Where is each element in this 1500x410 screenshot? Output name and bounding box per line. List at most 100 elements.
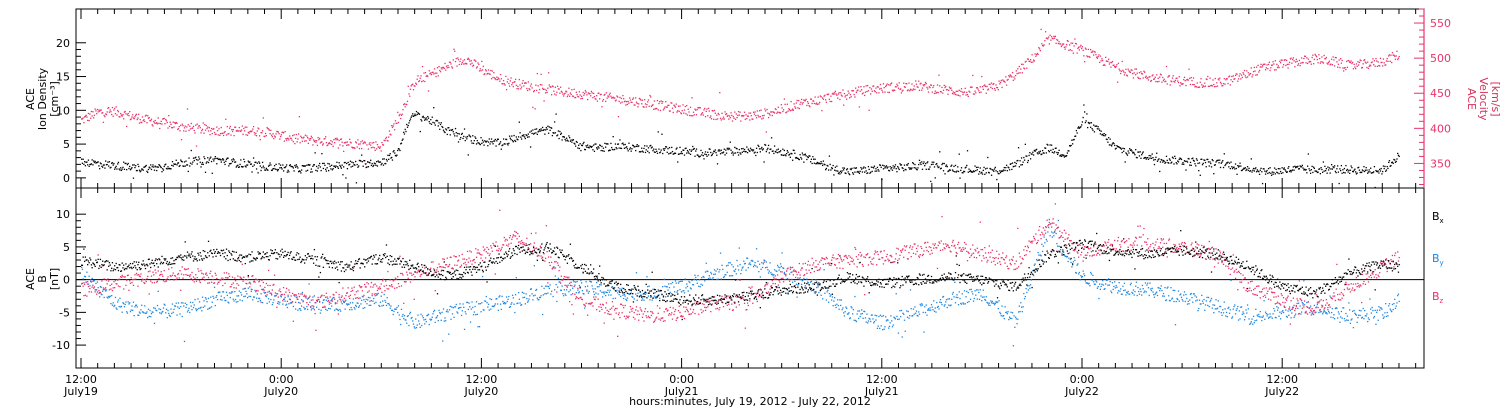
velocity-point [866, 90, 868, 93]
density-point [792, 149, 795, 151]
by-point [517, 291, 520, 294]
velocity-point [1171, 77, 1174, 79]
velocity-point [210, 130, 212, 132]
density-point [122, 166, 124, 169]
density-point [538, 128, 541, 131]
velocity-point [733, 117, 735, 119]
density-point [127, 162, 129, 165]
by-point [406, 315, 409, 318]
velocity-point [979, 86, 981, 88]
by-point [198, 301, 201, 303]
density-point [1188, 158, 1190, 160]
velocity-point [1019, 72, 1021, 74]
velocity-point [405, 103, 407, 105]
density-point [1327, 166, 1329, 168]
velocity-point [298, 116, 301, 118]
velocity-point [674, 106, 677, 108]
velocity-point [1141, 73, 1143, 75]
velocity-point [1248, 74, 1250, 76]
by-point [463, 306, 465, 308]
density-point [641, 150, 644, 152]
density-point [842, 167, 844, 169]
velocity-point [602, 98, 605, 101]
by-point [346, 304, 349, 306]
velocity-point [327, 142, 330, 145]
by-point [110, 302, 112, 305]
velocity-point [402, 109, 404, 111]
velocity-point [846, 98, 848, 100]
velocity-point [1178, 76, 1180, 78]
by-point [505, 302, 507, 304]
density-point [643, 147, 645, 150]
density-point [555, 113, 557, 115]
by-point [432, 313, 434, 315]
density-point [1279, 170, 1282, 173]
by-point [746, 257, 748, 259]
density-point [620, 147, 622, 149]
velocity-point [975, 92, 977, 94]
velocity-point [1267, 68, 1269, 70]
velocity-point [516, 87, 518, 90]
density-point [210, 160, 213, 163]
velocity-point [1120, 72, 1122, 75]
velocity-point [502, 79, 505, 82]
density-point [677, 153, 680, 155]
velocity-point [1140, 71, 1142, 73]
density-point [514, 140, 517, 143]
density-point [1099, 129, 1101, 132]
velocity-point [629, 99, 632, 101]
velocity-point [896, 83, 898, 85]
density-point [927, 161, 929, 163]
by-point [364, 306, 366, 309]
density-point [1091, 128, 1093, 130]
velocity-point [249, 130, 252, 132]
density-point [677, 161, 679, 163]
density-point [455, 132, 457, 134]
density-point [306, 169, 309, 172]
by-point [710, 273, 713, 275]
velocity-point [667, 104, 669, 107]
density-point [959, 177, 961, 179]
velocity-point [321, 141, 323, 143]
density-point [794, 157, 797, 159]
velocity-point [745, 114, 747, 116]
velocity-point [237, 130, 239, 132]
density-point [667, 148, 669, 150]
by-point [128, 303, 130, 305]
by-point [619, 288, 621, 290]
velocity-point [797, 107, 799, 109]
by-point [789, 266, 792, 268]
by-point [100, 293, 102, 295]
density-point [121, 168, 123, 170]
by-point [299, 308, 301, 310]
density-point [837, 170, 839, 172]
by-point [790, 271, 792, 274]
velocity-point [139, 118, 141, 121]
density-point [1259, 169, 1261, 171]
by-point [572, 280, 575, 282]
velocity-point [764, 108, 766, 110]
density-point [239, 163, 241, 166]
velocity-point [433, 73, 435, 75]
density-point [731, 151, 734, 153]
density-point [1345, 164, 1347, 167]
velocity-point [679, 105, 681, 107]
velocity-point [956, 94, 958, 96]
density-point [1138, 155, 1141, 157]
velocity-point [1321, 56, 1323, 58]
by-point [203, 300, 205, 302]
velocity-point [1367, 67, 1370, 70]
velocity-point [370, 144, 372, 146]
density-point [824, 164, 826, 166]
velocity-point [643, 106, 645, 108]
velocity-point [873, 85, 875, 87]
velocity-point [1315, 54, 1317, 57]
velocity-point [628, 102, 630, 104]
density-point [153, 169, 156, 171]
velocity-point [1350, 60, 1352, 62]
density-point [1041, 153, 1043, 155]
density-point [830, 169, 832, 171]
density-point [803, 154, 806, 156]
density-point [223, 161, 225, 164]
by-point [853, 319, 855, 321]
